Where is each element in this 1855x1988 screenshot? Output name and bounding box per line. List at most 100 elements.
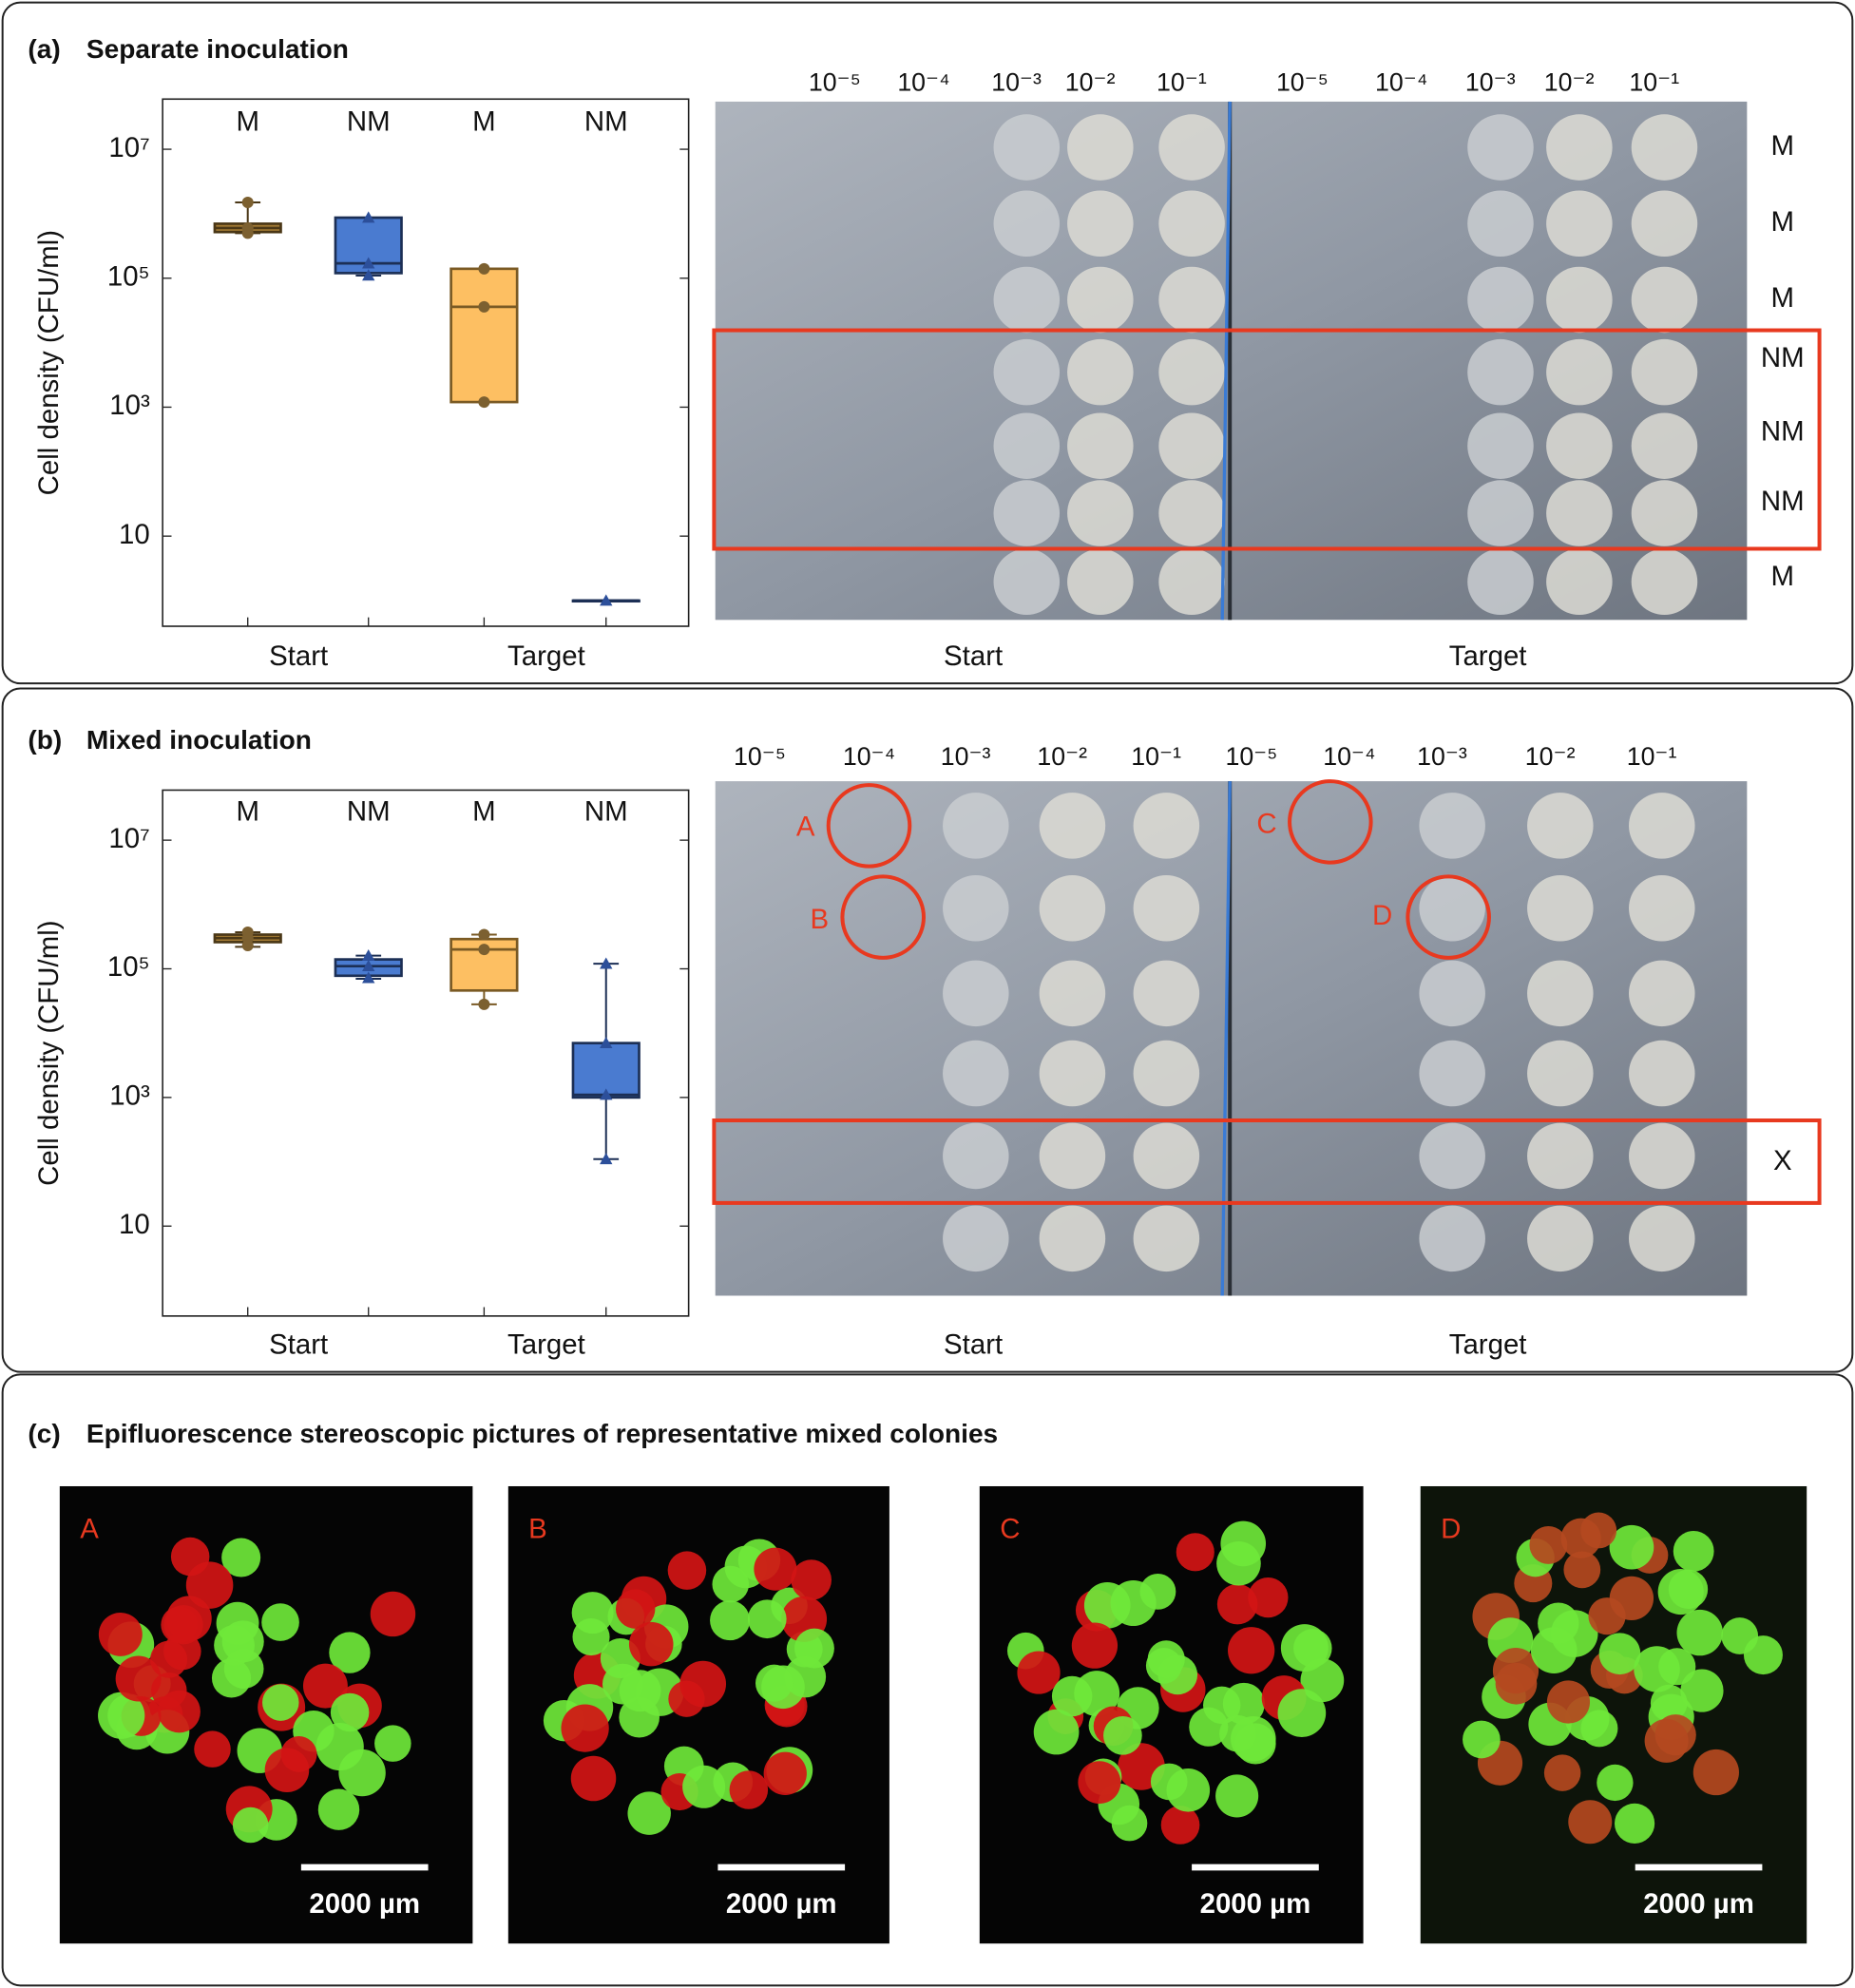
spot bbox=[1629, 960, 1695, 1027]
y-tick-label: 10⁵ bbox=[107, 951, 150, 983]
colony bbox=[1110, 1579, 1157, 1627]
group-label: Target bbox=[507, 1329, 585, 1361]
highlight-circle bbox=[1406, 874, 1491, 960]
colony bbox=[1597, 1764, 1634, 1802]
spot bbox=[1527, 960, 1594, 1027]
colony bbox=[98, 1692, 145, 1739]
colony bbox=[1580, 1710, 1618, 1748]
spot bbox=[1467, 114, 1534, 181]
spot bbox=[1158, 338, 1225, 406]
group-label: Target bbox=[507, 640, 585, 672]
colony bbox=[115, 1655, 162, 1702]
spot bbox=[1039, 1122, 1106, 1190]
colony bbox=[330, 1692, 370, 1732]
colony bbox=[317, 1788, 360, 1830]
colony bbox=[1495, 1662, 1538, 1705]
colony bbox=[791, 1559, 832, 1600]
colony bbox=[615, 1589, 656, 1629]
micrograph-label: B bbox=[528, 1514, 547, 1545]
dilution-label: 10⁻⁴ bbox=[1323, 742, 1375, 771]
dilution-label: 10⁻² bbox=[1544, 67, 1595, 96]
colony bbox=[1228, 1627, 1275, 1674]
dilution-label: 10⁻³ bbox=[1465, 67, 1516, 96]
spot bbox=[1067, 480, 1134, 546]
row-label: X bbox=[1773, 1145, 1792, 1176]
colony bbox=[221, 1538, 261, 1577]
half-label: Target bbox=[1449, 640, 1527, 672]
spot bbox=[1133, 1122, 1200, 1190]
colony bbox=[214, 1624, 255, 1666]
colony bbox=[1676, 1609, 1723, 1656]
spot bbox=[1419, 1040, 1485, 1107]
spot bbox=[1039, 875, 1106, 942]
spot bbox=[943, 793, 1009, 859]
spot bbox=[1039, 1205, 1106, 1272]
colony bbox=[161, 1606, 198, 1644]
dilution-label: 10⁻⁵ bbox=[1276, 67, 1329, 96]
spot bbox=[1631, 114, 1698, 181]
spot bbox=[1067, 190, 1134, 258]
data-point bbox=[478, 300, 490, 313]
spot bbox=[993, 480, 1061, 546]
dilution-label: 10⁻⁴ bbox=[1375, 67, 1427, 96]
y-axis-label: Cell density (CFU/ml) bbox=[33, 920, 65, 1185]
colony bbox=[1543, 1754, 1581, 1791]
category-label: NM bbox=[347, 105, 391, 137]
group-label: Start bbox=[269, 1329, 328, 1361]
data-point bbox=[241, 196, 254, 208]
colony bbox=[1293, 1629, 1332, 1668]
data-point bbox=[478, 396, 490, 409]
spot bbox=[1631, 412, 1698, 479]
spot bbox=[1067, 338, 1134, 406]
spot bbox=[1527, 1205, 1594, 1272]
colony bbox=[262, 1684, 299, 1721]
dilution-label: 10⁻³ bbox=[1417, 742, 1467, 771]
spot bbox=[1631, 480, 1698, 546]
marker-line bbox=[1220, 101, 1232, 621]
spot bbox=[1629, 793, 1695, 859]
spot bbox=[993, 266, 1061, 334]
category-label: M bbox=[236, 795, 259, 827]
colony bbox=[98, 1612, 143, 1656]
spot bbox=[993, 412, 1061, 479]
colony bbox=[1658, 1648, 1696, 1686]
spot bbox=[1546, 480, 1613, 546]
spot bbox=[1419, 875, 1485, 942]
colony bbox=[1609, 1524, 1654, 1570]
spot bbox=[943, 1122, 1009, 1190]
circle-label: C bbox=[1256, 809, 1276, 840]
panel-frame bbox=[1, 687, 1854, 1373]
spot bbox=[993, 190, 1061, 258]
colony bbox=[329, 1632, 371, 1673]
colony bbox=[1568, 1800, 1613, 1845]
highlight-circle bbox=[826, 783, 912, 869]
colony bbox=[571, 1592, 614, 1634]
dilution-label: 10⁻¹ bbox=[1629, 67, 1679, 96]
panel-title: Separate inoculation bbox=[86, 34, 349, 64]
panel-label: (c) bbox=[28, 1419, 60, 1448]
colony bbox=[1673, 1530, 1714, 1572]
colony bbox=[1017, 1651, 1061, 1694]
spot bbox=[943, 1040, 1009, 1107]
row-label: NM bbox=[1761, 486, 1805, 517]
spot bbox=[1629, 1040, 1695, 1107]
plot-area bbox=[162, 789, 690, 1317]
colony bbox=[1563, 1551, 1601, 1589]
group-label: Start bbox=[269, 640, 328, 672]
spot bbox=[1133, 793, 1200, 859]
data-point bbox=[362, 211, 375, 223]
spot bbox=[943, 1205, 1009, 1272]
colony bbox=[1538, 1602, 1579, 1644]
colony bbox=[1215, 1774, 1259, 1818]
colony bbox=[211, 1658, 252, 1698]
data-point bbox=[478, 262, 490, 275]
colony bbox=[370, 1591, 416, 1637]
colony bbox=[1176, 1533, 1214, 1572]
colony bbox=[1160, 1806, 1200, 1845]
data-point bbox=[600, 957, 613, 969]
spot bbox=[1467, 480, 1534, 546]
spot bbox=[1546, 338, 1613, 406]
spot bbox=[943, 875, 1009, 942]
spot bbox=[1419, 1205, 1485, 1272]
